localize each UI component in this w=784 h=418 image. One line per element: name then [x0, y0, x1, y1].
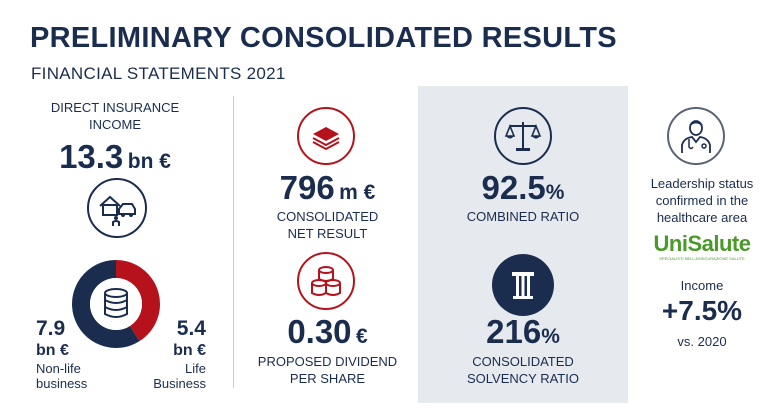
healthcare-income-value: +7.5% [661, 295, 743, 326]
banknotes-icon [297, 107, 355, 165]
non-life-value: 7.9 [36, 317, 66, 340]
donut-segment-life [116, 260, 161, 342]
non-life-desc-1: Non-life [36, 361, 81, 376]
life-desc-2: Business [153, 376, 206, 391]
life-value: 5.4 [176, 317, 206, 340]
dividend-value: 0.30 € [287, 313, 368, 350]
non-life-desc-2: business [36, 376, 88, 391]
net-result-label: CONSOLIDATED NET RESULT [276, 209, 379, 241]
page-title: PRELIMINARY CONSOLIDATED RESULTS [30, 22, 617, 54]
donut-segment-non-life [72, 260, 140, 348]
doctor-icon [667, 107, 725, 165]
income-split-donut [72, 260, 161, 348]
column-icon [492, 254, 554, 316]
coin-stack-icon [104, 288, 128, 318]
coins-icon [297, 252, 355, 310]
page-subtitle: FINANCIAL STATEMENTS 2021 [31, 64, 286, 83]
healthcare-income-label: Income [680, 278, 724, 293]
net-result-value: 796 m € [279, 169, 376, 206]
dividend-label: PROPOSED DIVIDEND PER SHARE [257, 354, 398, 386]
unisalute-logo: UniSalute SPECIALISTI NELL'ASSICURAZIONE… [632, 232, 772, 262]
combined-ratio-value: 92.5% [481, 169, 565, 206]
solvency-ratio-value: 216% [486, 313, 560, 350]
unisalute-tagline: SPECIALISTI NELL'ASSICURAZIONE SALUTE [659, 256, 745, 261]
direct-income-label: DIRECT INSURANCE INCOME [50, 100, 180, 132]
unisalute-logo-text: UniSalute [653, 231, 751, 256]
home-car-person-icon [87, 178, 147, 238]
healthcare-text: Leadership status confirmed in the healt… [650, 176, 754, 225]
direct-income-value: 13.3 bn € [59, 138, 171, 175]
combined-ratio-label: COMBINED RATIO [466, 209, 580, 224]
column-divider [233, 96, 234, 388]
healthcare-income-comparison: vs. 2020 [677, 334, 727, 349]
life-block: 5.4 bn € Life Business [150, 317, 206, 391]
scales-icon [494, 107, 552, 165]
life-desc-1: Life [185, 361, 206, 376]
life-unit: bn € [173, 342, 206, 359]
solvency-ratio-label: CONSOLIDATED SOLVENCY RATIO [467, 354, 579, 386]
non-life-block: 7.9 bn € Non-life business [36, 317, 87, 391]
non-life-unit: bn € [36, 342, 69, 359]
